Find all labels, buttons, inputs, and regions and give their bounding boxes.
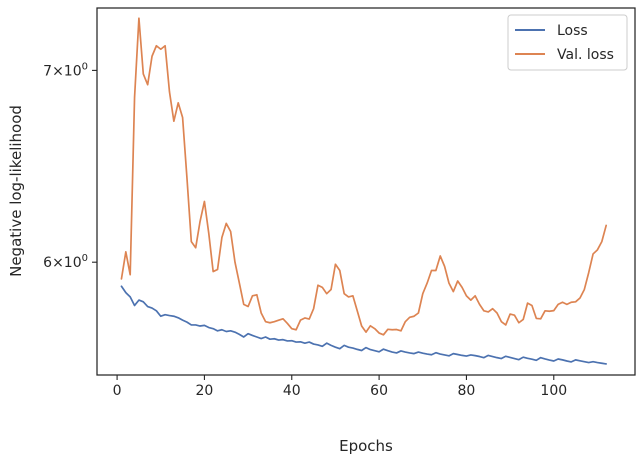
legend: Loss Val. loss [507,14,628,71]
x-tick-label: 40 [283,383,301,399]
x-tick-label: 20 [196,383,214,399]
series-layer [120,17,608,365]
x-tick-label: 100 [540,383,567,399]
series-line-loss [120,285,608,365]
x-tick-label: 80 [458,383,476,399]
plot-frame [96,7,636,376]
y-tick-label: 6×100 [43,253,88,271]
legend-box [507,14,628,71]
x-axis-label: Epochs [339,437,393,455]
legend-label-val-loss: Val. loss [557,47,614,63]
x-tick-label: 0 [113,383,122,399]
y-ticks: 6×100 7×100 [43,61,97,271]
x-tick-label: 60 [370,383,388,399]
y-tick-label: 7×100 [43,61,88,79]
legend-label-loss: Loss [557,23,588,39]
y-axis-label: Negative log-likelihood [7,105,25,277]
series-line-val-loss [120,17,608,336]
x-ticks: 0 20 40 60 80 100 [113,375,567,399]
